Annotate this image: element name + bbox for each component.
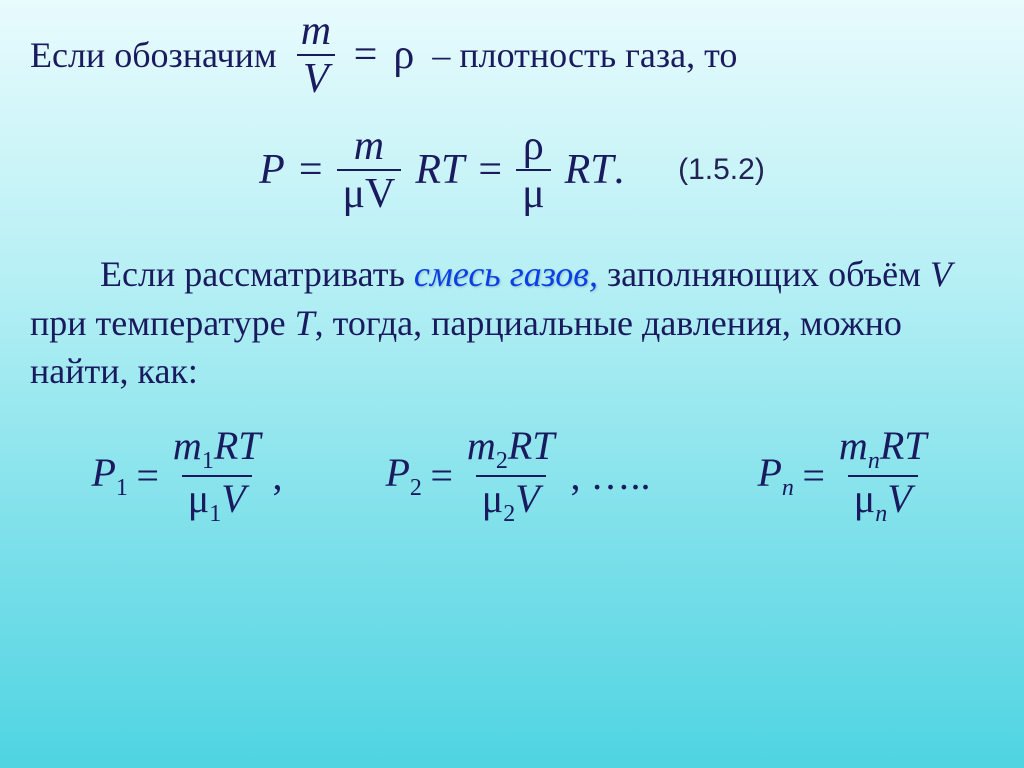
p1-sub: 1 — [116, 475, 128, 501]
eq-frac2: ρ μ — [516, 125, 551, 215]
equals-sign: = — [351, 31, 379, 79]
pn-den-sub: n — [875, 501, 887, 527]
p2-P-sym: P — [385, 450, 409, 495]
partial-p1: P1 = m1RT μ1V , — [91, 426, 282, 526]
eq-frac1: m μV — [337, 125, 402, 215]
p1-num: m1RT — [167, 426, 267, 475]
eq-RT1: RT — [415, 146, 464, 194]
p2-den: μ2V — [476, 475, 546, 526]
pn-num-RT: RT — [880, 423, 927, 468]
rho-symbol: ρ — [393, 31, 414, 79]
pn-eq: = — [800, 452, 827, 499]
partial-pressures-row: P1 = m1RT μ1V , P2 = m2RT μ2V , ….. Pn =… — [30, 426, 994, 526]
eq-frac1-den: μV — [337, 169, 402, 215]
p1-num-sub: 1 — [202, 448, 214, 474]
eq-equals1: = — [299, 146, 323, 194]
eq-RT2: RT. — [565, 146, 625, 194]
pn-den-V: V — [887, 476, 911, 521]
equation-number: (1.5.2) — [678, 153, 765, 187]
intro-pre: Если обозначим — [30, 34, 277, 76]
p1-P: P1 — [91, 449, 127, 502]
p2-den-sub: 2 — [503, 501, 515, 527]
frac-num: m — [295, 10, 337, 54]
p2-eq: = — [428, 452, 455, 499]
p1-num-m: m — [173, 423, 202, 468]
p2-sub: 2 — [410, 475, 422, 501]
partial-p2: P2 = m2RT μ2V , ….. — [385, 426, 654, 526]
pn-frac: mnRT μnV — [833, 426, 933, 526]
paragraph: Если рассматривать смесь газов, заполняю… — [30, 250, 994, 396]
pn-num-sub: n — [868, 448, 880, 474]
eq-frac2-den: μ — [516, 169, 551, 215]
p1-den-mu: μ — [188, 476, 209, 521]
pn-P: Pn — [757, 449, 793, 502]
p1-frac: m1RT μ1V — [167, 426, 267, 526]
p2-num: m2RT — [461, 426, 561, 475]
main-equation: P = m μV RT = ρ μ RT. (1.5.2) — [30, 125, 994, 215]
pn-P-sym: P — [757, 450, 781, 495]
frac-den: V — [297, 54, 335, 100]
para-t2: заполняющих объём — [607, 254, 930, 294]
eq-RT2-text: RT — [565, 147, 614, 193]
p2-frac: m2RT μ2V — [461, 426, 561, 526]
p2-num-m: m — [467, 423, 496, 468]
pn-sub: n — [782, 475, 794, 501]
intro-post: – плотность газа, то — [432, 34, 737, 76]
para-emph: смесь газов — [414, 254, 589, 294]
slide: Если обозначим m V = ρ – плотность газа,… — [0, 0, 1024, 526]
p1-eq: = — [134, 452, 161, 499]
para-t3: при температуре — [30, 303, 295, 343]
p2-den-mu: μ — [482, 476, 503, 521]
p1-den-V: V — [221, 476, 245, 521]
eq-P: P — [259, 146, 285, 194]
eq-frac1-num: m — [348, 125, 390, 169]
frac-m-over-V: m V — [295, 10, 337, 100]
para-V: V — [930, 254, 952, 294]
intro-line: Если обозначим m V = ρ – плотность газа,… — [30, 10, 994, 100]
pn-den: μnV — [848, 475, 918, 526]
pn-num: mnRT — [833, 426, 933, 475]
eq-dot: . — [614, 147, 625, 193]
p1-P-sym: P — [91, 450, 115, 495]
p1-tail: , — [273, 452, 283, 499]
p1-num-RT: RT — [214, 423, 261, 468]
para-comma: , — [589, 254, 607, 294]
eq-equals2: = — [478, 146, 502, 194]
p2-tail: , ….. — [571, 452, 651, 499]
p2-num-RT: RT — [508, 423, 555, 468]
p1-den-sub: 1 — [209, 501, 221, 527]
p1-den: μ1V — [182, 475, 252, 526]
pn-den-mu: μ — [854, 476, 875, 521]
partial-pn: Pn = mnRT μnV — [757, 426, 932, 526]
eq-frac1-den-text: μV — [343, 171, 396, 217]
p2-num-sub: 2 — [496, 448, 508, 474]
p2-den-V: V — [515, 476, 539, 521]
pn-num-m: m — [839, 423, 868, 468]
p2-P: P2 — [385, 449, 421, 502]
para-T: Т — [295, 303, 315, 343]
para-t1: Если рассматривать — [100, 254, 414, 294]
eq-frac2-num: ρ — [517, 125, 550, 169]
